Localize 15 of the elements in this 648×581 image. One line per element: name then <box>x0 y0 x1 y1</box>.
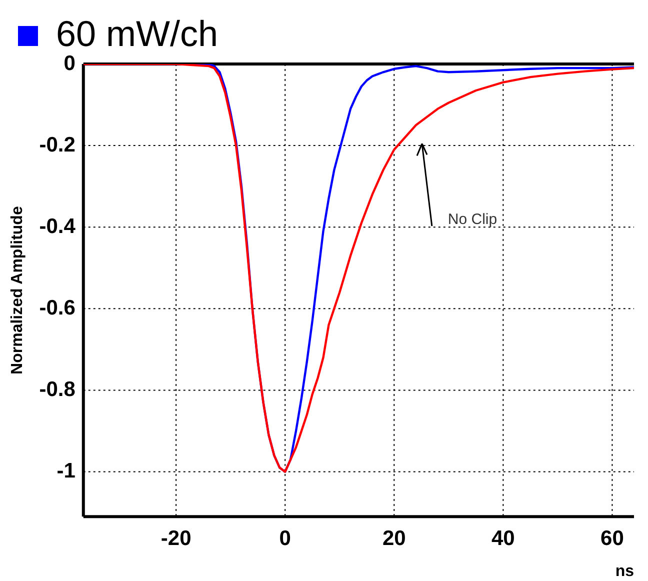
legend-label: 60 mW/ch <box>56 12 218 54</box>
x-tick-label: 20 <box>382 526 406 550</box>
x-tick-label: -20 <box>160 526 192 550</box>
y-axis-title: Normalized Amplitude <box>9 206 26 374</box>
x-tick-label: 0 <box>279 526 291 550</box>
y-tick-label: -1 <box>56 460 76 483</box>
y-tick-label: 0 <box>64 52 76 75</box>
x-axis-title: ns <box>615 562 634 580</box>
y-tick-label: -0.4 <box>39 214 76 238</box>
x-tick-label: 40 <box>491 526 515 550</box>
y-tick-label: -0.8 <box>39 378 76 401</box>
y-tick-label: -0.2 <box>39 133 76 156</box>
annotation: No Clip <box>448 211 498 228</box>
y-tick-label: -0.6 <box>39 296 76 320</box>
x-tick-label: 60 <box>600 526 624 550</box>
